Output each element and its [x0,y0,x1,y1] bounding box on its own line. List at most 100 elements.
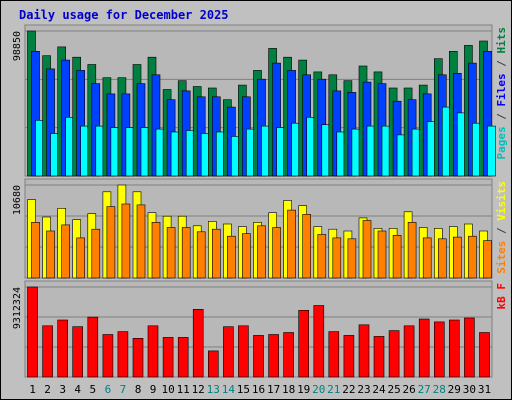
bar-sites [257,225,266,279]
bar-sites [302,214,312,279]
x-tick-label: 12 [192,383,205,396]
legend-entry: Files [495,73,508,113]
x-tick-label: 14 [222,383,236,396]
bar-sites [392,235,402,279]
bar-kb-f [147,325,159,378]
bar-kb-f [162,337,174,378]
x-tick-label: 17 [267,383,280,396]
bar-sites [46,230,55,279]
bar-sites [347,238,357,279]
bar-sites [106,206,116,279]
legend-entry: kB [495,296,508,310]
bar-kb-f [57,319,69,378]
x-tick-label: 25 [387,383,400,396]
bar-kb-f [72,326,83,378]
bar-kb-f [343,335,355,378]
bar-kb-f [373,336,385,378]
bar-kb-f [358,324,370,378]
bars [27,286,490,378]
bar-pages [200,133,210,177]
bar-sites [76,237,85,279]
bar-kb-f [117,331,129,378]
bar-kb-f [433,321,445,378]
bar-pages [80,125,89,177]
x-axis-labels: 1 2 3 4 5 6 7 8 9 10 11 12 13 14 15 16 17 18 19 20 21 22 23 24 2… [29,383,491,396]
bar-kb-f [388,330,400,378]
legend-entry: Visits [495,181,508,227]
x-tick-label: 31 [478,383,491,396]
bar-kb-f [177,337,189,378]
x-tick-label: 20 [312,383,325,396]
bar-sites [227,235,236,279]
bar-kb-f [192,308,204,378]
x-tick-label: 23 [357,383,370,396]
bar-sites [483,240,492,279]
x-tick-label: 16 [252,383,265,396]
bar-sites [287,209,296,279]
x-tick-label: 18 [282,383,295,396]
bar-kb-f [283,332,294,378]
bar-kb-f [102,334,114,378]
bar-pages [125,127,135,177]
bar-pages [246,128,255,177]
bar-pages [456,112,466,177]
x-tick-label: 11 [177,383,190,396]
bar-kb-f [313,305,325,378]
bar-pages [261,125,270,177]
bar-kb-f [27,286,38,378]
bar-pages [487,125,496,177]
bar-kb-f [479,332,490,378]
bar-kb-f [223,326,234,378]
bar-kb-f [268,334,279,378]
legend-entry: F [495,283,508,296]
bar-sites [91,228,101,279]
chart-title: Daily usage for December 2025 [19,8,229,22]
x-tick-label: 2 [44,383,51,396]
bar-sites [272,227,281,279]
x-tick-label: 27 [418,383,431,396]
y-max-label: 98850 [12,31,23,61]
bar-kb-f [208,350,219,378]
bar-sites [362,220,372,279]
bar-pages [472,122,481,177]
legend-entry: / [495,60,508,74]
x-tick-label: 9 [150,383,157,396]
bar-sites [242,233,251,279]
bar-pages [381,125,391,177]
bar-sites [317,234,327,279]
bars [27,30,496,177]
x-tick-label: 26 [402,383,415,396]
y-max-label: 10680 [12,185,23,215]
bar-sites [437,238,447,279]
bar-sites [407,222,417,279]
x-tick-label: 10 [161,383,174,396]
x-tick-label: 3 [59,383,66,396]
panel-hits-files-pages: 98850 Pages / Files / Hits [12,24,508,177]
x-tick-label: 28 [433,383,446,396]
panel-kbytes: 9312324 kB F [12,280,508,378]
bar-sites [377,230,387,279]
bar-sites [31,222,40,279]
panel-legend: Sites / Visits [495,181,508,274]
x-tick-label: 8 [135,383,142,396]
bar-pages [351,128,361,177]
bar-sites [121,203,131,279]
bar-kb-f [418,318,430,378]
bar-pages [336,131,346,177]
bar-kb-f [298,309,310,378]
x-tick-label: 4 [74,383,81,396]
x-tick-label: 5 [89,383,96,396]
bar-kb-f [238,325,249,378]
bar-kb-f [328,331,340,378]
bar-pages [411,128,421,177]
legend-entry: / [495,227,508,241]
bar-sites [332,237,342,279]
legend-entry: Pages [495,126,508,159]
bar-kb-f [42,325,53,378]
x-tick-label: 6 [105,383,112,396]
bar-kb-f [403,325,415,378]
bar-kb-f [87,316,99,378]
x-tick-label: 19 [297,383,310,396]
x-tick-label: 21 [327,383,340,396]
